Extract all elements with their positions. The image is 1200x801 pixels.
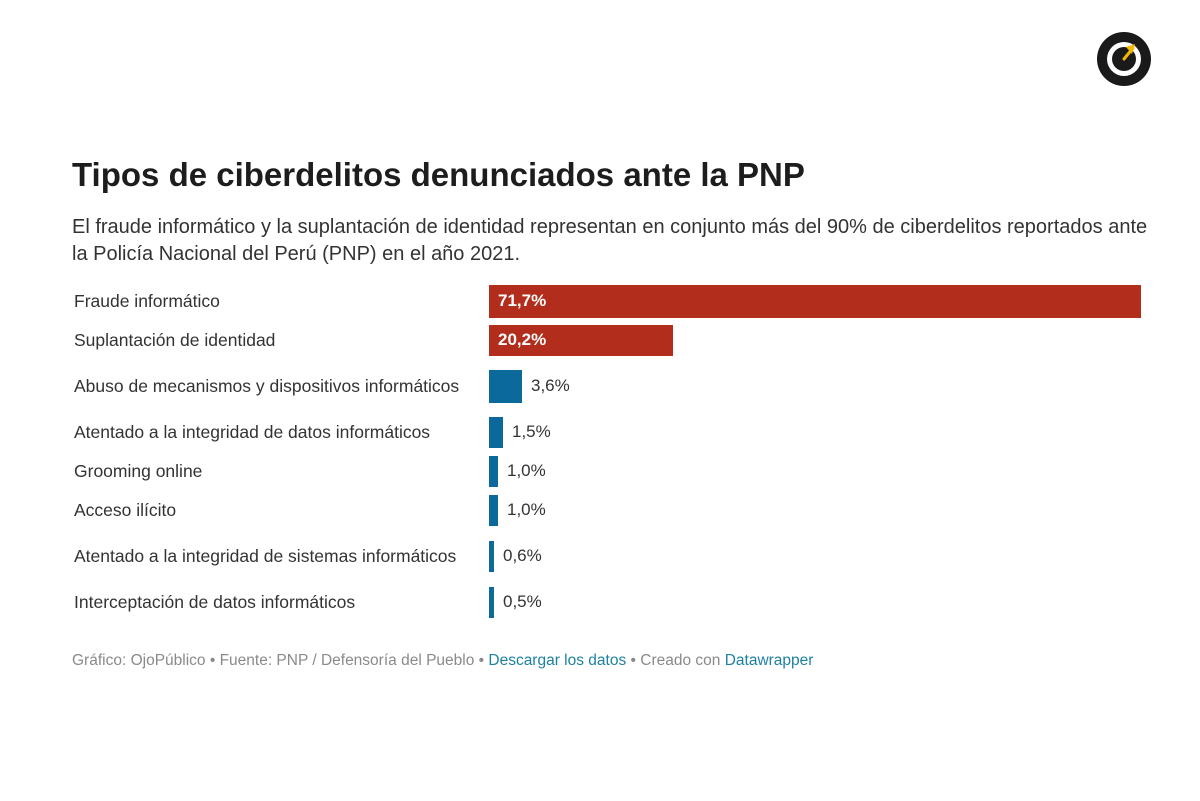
bar-label: Grooming online: [74, 460, 203, 481]
bar-label: Interceptación de datos informáticos: [74, 591, 356, 612]
bar: [489, 586, 494, 618]
bar: [489, 494, 498, 526]
bar-value-label: 0,5%: [503, 592, 542, 611]
bar-value-label: 0,6%: [503, 546, 542, 565]
download-data-link[interactable]: Descargar los datos: [488, 652, 627, 669]
datawrapper-link[interactable]: Datawrapper: [724, 652, 814, 669]
bar: [489, 416, 503, 448]
bar-value-label: 1,0%: [507, 461, 546, 480]
bar: [489, 540, 494, 572]
chart-subtitle: El fraude informático y la suplantación …: [72, 216, 1148, 265]
bar: [489, 324, 673, 356]
bar-value-label: 3,6%: [531, 376, 570, 395]
bar: [489, 284, 1141, 318]
footer-created-with: • Creado con: [626, 652, 725, 669]
bar-label: Abuso de mecanismos y dispositivos infor…: [74, 375, 460, 396]
bar-label: Atentado a la integridad de datos inform…: [74, 421, 431, 442]
chart-title: Tipos de ciberdelitos denunciados ante l…: [72, 156, 805, 193]
bar-label: Atentado a la integridad de sistemas inf…: [74, 545, 457, 566]
bar-label: Fraude informático: [74, 290, 220, 311]
bar-label: Suplantación de identidad: [74, 329, 276, 350]
ojopublico-logo-icon: [1097, 32, 1151, 86]
footer-credit: Gráfico: OjoPúblico • Fuente: PNP / Defe…: [72, 652, 489, 669]
bar: [489, 369, 522, 403]
bar-value-label: 71,7%: [498, 291, 547, 310]
bar: [489, 455, 498, 487]
bar-label: Acceso ilícito: [74, 499, 177, 520]
bar-value-label: 20,2%: [498, 330, 547, 349]
bar-value-label: 1,0%: [507, 500, 546, 519]
chart-footer: Gráfico: OjoPúblico • Fuente: PNP / Defe…: [72, 652, 813, 670]
bar-value-label: 1,5%: [512, 422, 551, 441]
